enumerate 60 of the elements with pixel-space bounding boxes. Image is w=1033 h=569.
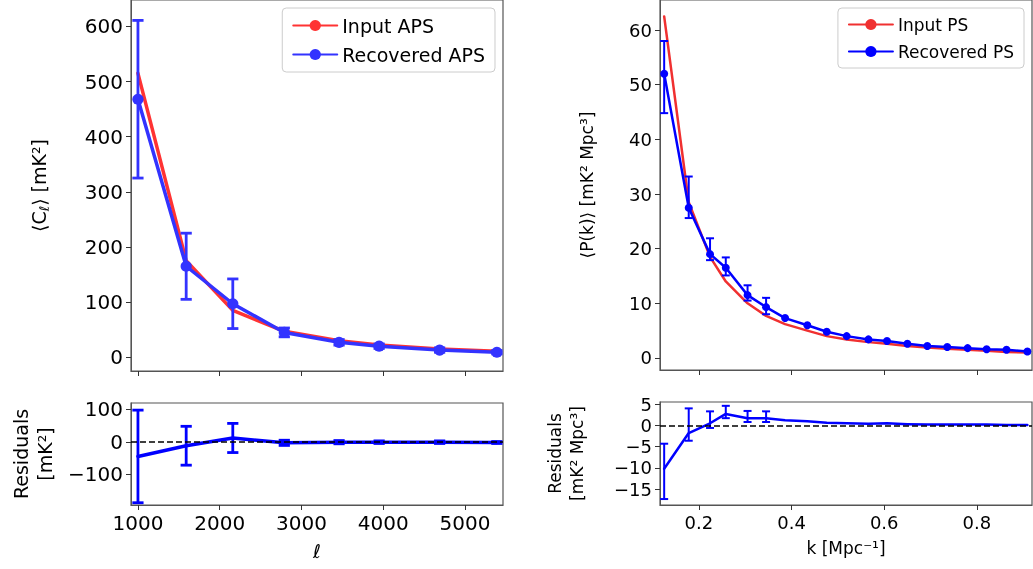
y-tick-label: 20 [629, 238, 652, 260]
y-axis-title: Residuals [mK²] [10, 408, 57, 500]
point [943, 343, 952, 352]
y-tick-label: −5 [625, 436, 652, 458]
y-tick-label: 100 [84, 290, 123, 315]
point [762, 303, 771, 312]
x-axis-title: k [Mpc⁻¹] [806, 537, 886, 558]
y-tick-label: 50 [629, 74, 652, 96]
point [721, 263, 730, 272]
x-tick-label: 1000 [112, 511, 164, 535]
y-tick-label: 0 [110, 429, 123, 454]
y-tick-label: 0 [640, 414, 652, 436]
x-tick-label: 0.6 [869, 511, 899, 533]
y-tick-label: −15 [614, 478, 652, 500]
y-tick-label: 40 [629, 128, 652, 150]
y-tick-label: 300 [84, 179, 123, 204]
y-tick-label: −10 [614, 457, 652, 479]
y-tick-label: 5 [640, 393, 652, 415]
y-tick-label: 0 [640, 347, 652, 369]
x-tick-label: 0.4 [777, 511, 806, 533]
point [903, 339, 912, 348]
y-tick-label: 100 [84, 397, 123, 422]
point [1002, 345, 1011, 354]
point [781, 314, 790, 323]
point [923, 341, 932, 350]
point [180, 260, 192, 272]
point [982, 345, 991, 354]
x-tick-label: 5000 [439, 511, 491, 535]
y-tick-label: 60 [629, 19, 652, 41]
y-tick-label: 10 [629, 292, 652, 314]
x-tick-label: 2000 [194, 511, 246, 535]
y-tick-label: 0 [110, 345, 123, 370]
x-tick-label: 4000 [357, 511, 409, 535]
legend-label: Input PS [897, 14, 969, 35]
legend-label: Recovered APS [342, 43, 486, 66]
y-tick-label: 600 [84, 14, 123, 39]
y-axis-title: ⟨P(k)⟩ [mK² Mpc³] [577, 111, 597, 259]
point [822, 327, 831, 336]
point [132, 93, 144, 105]
y-tick-label: −100 [68, 462, 123, 487]
x-axis-title: ℓ [312, 539, 321, 562]
point [803, 321, 812, 330]
legend-label: Input APS [342, 14, 435, 37]
x-tick-label: 3000 [276, 511, 327, 535]
legend-label: Recovered PS [897, 41, 1015, 62]
point [660, 69, 669, 78]
y-axis-title: Residuals [mK² Mpc³] [545, 406, 587, 501]
point [963, 344, 972, 353]
point [883, 337, 891, 346]
point [864, 335, 873, 344]
y-tick-label: 400 [84, 124, 123, 149]
y-tick-label: 500 [84, 69, 123, 94]
point [684, 203, 693, 212]
x-tick-label: 0.2 [684, 511, 714, 533]
point [227, 298, 239, 310]
x-tick-label: 0.8 [962, 511, 992, 533]
y-tick-label: 200 [84, 234, 123, 259]
point [1023, 347, 1032, 356]
y-tick-label: 30 [629, 183, 652, 205]
point [842, 332, 851, 341]
